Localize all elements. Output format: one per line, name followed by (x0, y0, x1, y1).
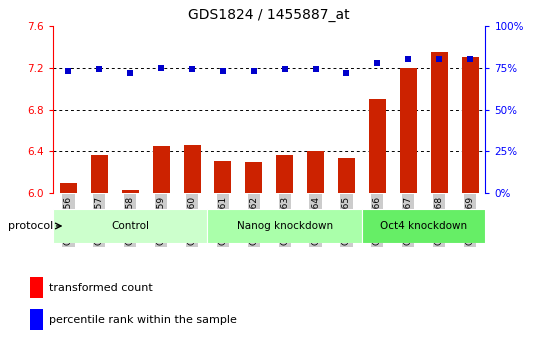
Bar (153, 146, 170, 193)
Point (404, 57, 413, 62)
Text: Nanog knockdown: Nanog knockdown (237, 221, 333, 231)
Bar (60, 183, 77, 193)
Bar (307, 151, 324, 193)
Bar (30, 277, 43, 298)
FancyBboxPatch shape (208, 209, 362, 243)
Point (435, 57, 444, 62)
Point (64, 68, 73, 74)
Bar (122, 190, 139, 193)
Bar (369, 99, 386, 193)
Bar (338, 158, 355, 193)
FancyBboxPatch shape (362, 209, 485, 243)
Bar (431, 52, 448, 193)
Point (187, 67, 196, 72)
Bar (276, 155, 293, 193)
Point (465, 57, 474, 62)
Bar (184, 145, 200, 193)
Text: Oct4 knockdown: Oct4 knockdown (380, 221, 467, 231)
Text: transformed count: transformed count (49, 283, 152, 293)
Bar (400, 68, 417, 193)
Bar (214, 161, 232, 193)
Title: GDS1824 / 1455887_at: GDS1824 / 1455887_at (189, 8, 350, 22)
Bar (91, 155, 108, 193)
Bar (246, 162, 262, 193)
Point (95, 67, 104, 72)
FancyBboxPatch shape (53, 209, 208, 243)
Bar (30, 309, 43, 330)
Point (218, 68, 227, 74)
Point (249, 68, 258, 74)
Point (280, 67, 289, 72)
Point (342, 70, 351, 76)
Text: Control: Control (111, 221, 149, 231)
Point (126, 70, 134, 76)
Text: protocol: protocol (8, 221, 53, 231)
Point (373, 60, 382, 66)
Point (311, 67, 320, 72)
Text: percentile rank within the sample: percentile rank within the sample (49, 315, 237, 325)
Bar (461, 57, 479, 193)
Point (157, 65, 166, 70)
